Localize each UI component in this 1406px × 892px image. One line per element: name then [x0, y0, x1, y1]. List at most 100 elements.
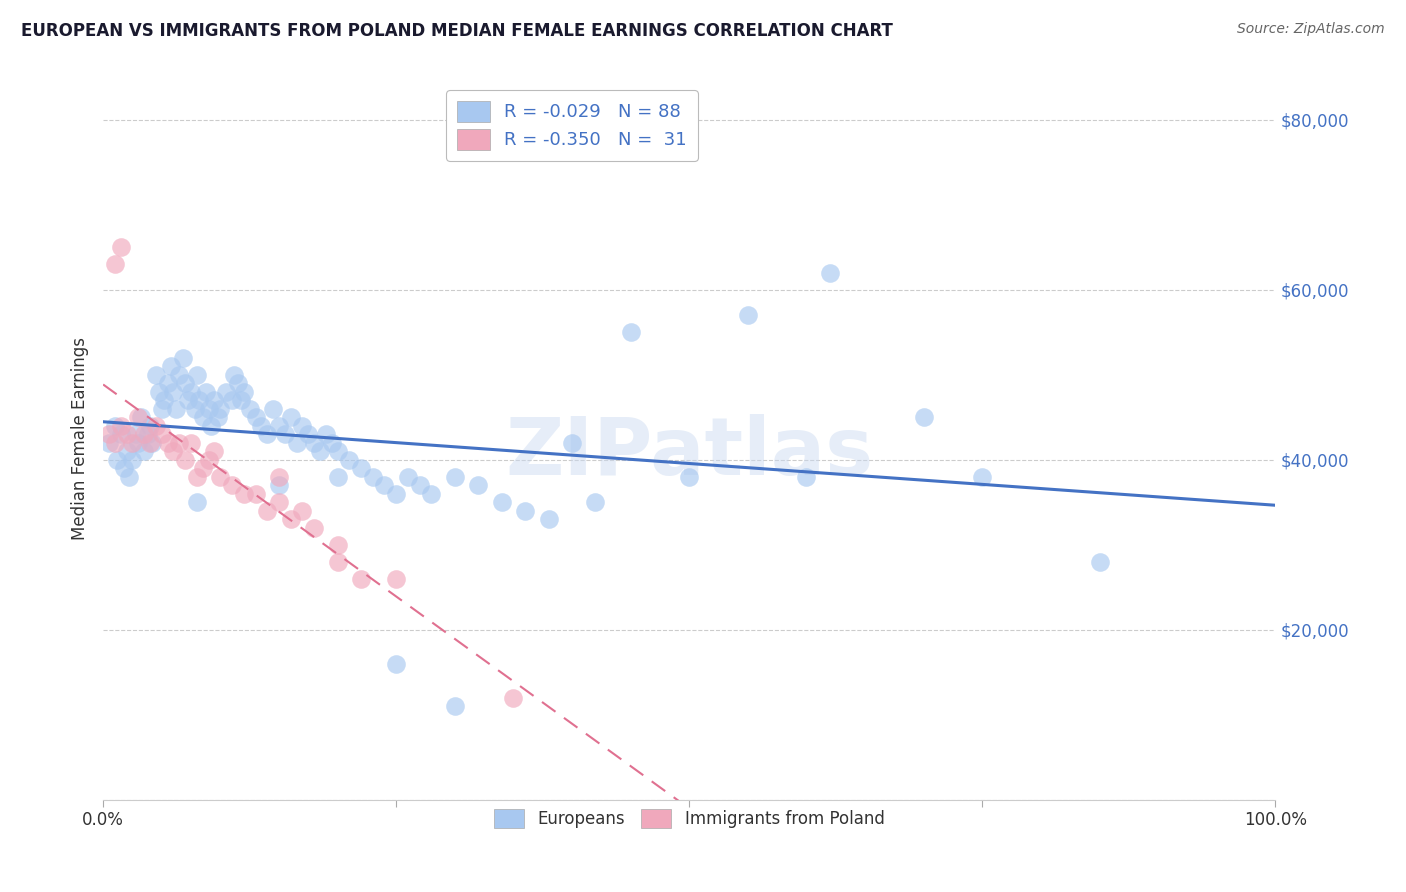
- Point: [204, 444, 226, 458]
- Point: [262, 401, 284, 416]
- Point: [678, 469, 700, 483]
- Point: [197, 401, 219, 416]
- Point: [98, 427, 121, 442]
- Point: [315, 427, 337, 442]
- Point: [156, 435, 179, 450]
- Point: [361, 469, 384, 483]
- Text: EUROPEAN VS IMMIGRANTS FROM POLAND MEDIAN FEMALE EARNINGS CORRELATION CHART: EUROPEAN VS IMMIGRANTS FROM POLAND MEDIA…: [21, 22, 893, 40]
- Point: [139, 435, 162, 450]
- Point: [267, 469, 290, 483]
- Point: [561, 435, 583, 450]
- Point: [104, 257, 127, 271]
- Point: [105, 452, 128, 467]
- Point: [186, 368, 208, 382]
- Point: [118, 469, 141, 483]
- Point: [156, 376, 179, 391]
- Point: [513, 504, 536, 518]
- Point: [256, 504, 278, 518]
- Point: [209, 401, 232, 416]
- Point: [153, 393, 176, 408]
- Point: [267, 418, 290, 433]
- Point: [127, 410, 149, 425]
- Point: [195, 384, 218, 399]
- Point: [224, 368, 246, 382]
- Point: [197, 452, 219, 467]
- Point: [121, 452, 143, 467]
- Point: [385, 486, 408, 500]
- Point: [385, 657, 408, 671]
- Point: [145, 368, 167, 382]
- Point: [110, 240, 132, 254]
- Point: [110, 427, 132, 442]
- Point: [285, 435, 308, 450]
- Point: [326, 555, 349, 569]
- Text: Source: ZipAtlas.com: Source: ZipAtlas.com: [1237, 22, 1385, 37]
- Point: [326, 444, 349, 458]
- Point: [818, 266, 841, 280]
- Point: [174, 376, 197, 391]
- Point: [373, 478, 395, 492]
- Point: [188, 393, 211, 408]
- Point: [221, 393, 243, 408]
- Point: [232, 384, 254, 399]
- Point: [112, 461, 135, 475]
- Point: [491, 495, 513, 509]
- Point: [309, 444, 332, 458]
- Point: [221, 478, 243, 492]
- Point: [467, 478, 489, 492]
- Point: [150, 427, 173, 442]
- Point: [125, 427, 148, 442]
- Point: [443, 699, 465, 714]
- Point: [127, 435, 149, 450]
- Point: [141, 435, 163, 450]
- Point: [172, 351, 194, 365]
- Point: [972, 469, 994, 483]
- Y-axis label: Median Female Earnings: Median Female Earnings: [72, 337, 89, 540]
- Point: [302, 521, 325, 535]
- Point: [134, 427, 156, 442]
- Point: [245, 410, 267, 425]
- Point: [183, 401, 205, 416]
- Point: [104, 435, 127, 450]
- Point: [180, 435, 202, 450]
- Legend: Europeans, Immigrants from Poland: Europeans, Immigrants from Poland: [486, 802, 891, 835]
- Point: [337, 452, 360, 467]
- Text: ZIPatlas: ZIPatlas: [505, 414, 873, 491]
- Point: [121, 435, 143, 450]
- Point: [737, 308, 759, 322]
- Point: [165, 401, 187, 416]
- Point: [231, 393, 253, 408]
- Point: [250, 418, 273, 433]
- Point: [176, 393, 198, 408]
- Point: [302, 435, 325, 450]
- Point: [104, 418, 127, 433]
- Point: [160, 359, 183, 374]
- Point: [585, 495, 607, 509]
- Point: [209, 469, 232, 483]
- Point: [186, 469, 208, 483]
- Point: [232, 486, 254, 500]
- Point: [385, 572, 408, 586]
- Point: [291, 504, 314, 518]
- Point: [1088, 555, 1111, 569]
- Point: [98, 435, 121, 450]
- Point: [239, 401, 262, 416]
- Point: [245, 486, 267, 500]
- Point: [150, 401, 173, 416]
- Point: [204, 393, 226, 408]
- Point: [326, 469, 349, 483]
- Point: [162, 384, 184, 399]
- Point: [396, 469, 419, 483]
- Point: [174, 452, 197, 467]
- Point: [796, 469, 818, 483]
- Point: [145, 418, 167, 433]
- Point: [291, 418, 314, 433]
- Point: [326, 538, 349, 552]
- Point: [207, 410, 229, 425]
- Point: [115, 427, 138, 442]
- Point: [200, 418, 222, 433]
- Point: [115, 444, 138, 458]
- Point: [134, 444, 156, 458]
- Point: [420, 486, 443, 500]
- Point: [321, 435, 343, 450]
